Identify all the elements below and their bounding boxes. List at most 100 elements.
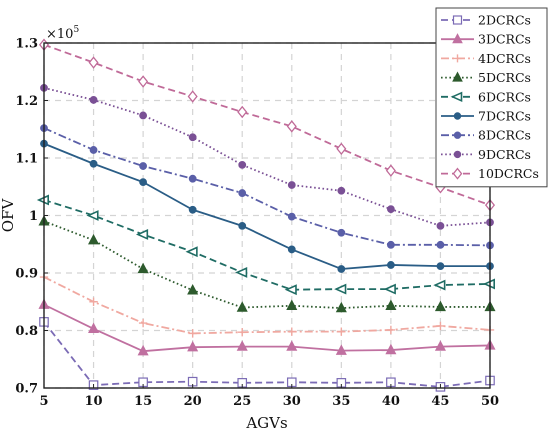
data-point — [188, 133, 197, 142]
series-3DCRCs — [38, 298, 496, 356]
y-axis-label: OFV — [0, 198, 17, 233]
legend-label: 4DCRCs — [478, 51, 531, 66]
legend-marker — [453, 131, 462, 139]
series-line — [43, 321, 491, 388]
x-tick-label: 50 — [481, 394, 499, 409]
x-tick-label: 40 — [382, 394, 400, 409]
data-point — [187, 90, 198, 103]
series-line — [43, 127, 491, 247]
x-tick-label: 10 — [85, 394, 103, 409]
data-point — [88, 322, 100, 333]
legend-item: 4DCRCs — [441, 51, 531, 66]
legend-item: 7DCRCs — [441, 109, 531, 124]
data-point — [139, 111, 148, 120]
legend-marker — [452, 15, 463, 25]
data-point — [337, 228, 346, 237]
data-point — [287, 181, 296, 189]
data-point — [286, 340, 298, 351]
legend-marker — [453, 150, 462, 159]
data-point — [89, 146, 98, 154]
legend-label: 10DCRCs — [478, 166, 539, 181]
legend-item: 2DCRCs — [441, 13, 531, 28]
data-point — [385, 299, 397, 310]
data-point — [139, 178, 148, 187]
series-line — [43, 199, 491, 291]
legend-item: 8DCRCs — [441, 128, 531, 143]
data-point — [138, 318, 148, 328]
y-tick-label: 0.8 — [15, 324, 38, 339]
data-point — [137, 344, 149, 356]
data-point — [286, 299, 298, 310]
data-point — [237, 105, 248, 119]
data-point — [386, 261, 395, 269]
data-point — [336, 142, 347, 156]
data-point — [89, 297, 98, 306]
data-point — [89, 159, 98, 168]
data-point — [337, 327, 346, 336]
x-tick-label: 30 — [283, 394, 301, 409]
data-point — [334, 283, 347, 295]
data-point — [287, 212, 296, 221]
data-point — [433, 279, 446, 291]
data-point — [434, 340, 446, 351]
x-axis-label: AGVs — [245, 414, 287, 432]
legend: 2DCRCs 3DCRCs 4DCRCs 5DCRCs 6DCRCs 7DCRCs 8DCR… — [435, 7, 548, 188]
legend-marker — [450, 91, 463, 103]
data-point — [187, 340, 199, 352]
series-line — [43, 303, 491, 353]
data-point — [238, 221, 247, 230]
series-6DCRCs — [36, 194, 496, 296]
data-point — [236, 301, 248, 312]
data-point — [287, 327, 296, 336]
y-tick-label: 1.2 — [15, 94, 38, 109]
x-tick-label: 45 — [431, 394, 449, 409]
series-line — [43, 43, 491, 206]
data-point — [337, 186, 346, 195]
data-point — [238, 328, 247, 337]
data-point — [386, 205, 395, 214]
data-point — [188, 329, 197, 338]
data-point — [139, 162, 148, 170]
legend-item: 5DCRCs — [441, 70, 531, 85]
data-point — [187, 283, 199, 295]
data-point — [135, 229, 149, 240]
series-line — [43, 142, 490, 270]
legend-item: 6DCRCs — [441, 89, 531, 104]
legend-marker — [453, 112, 462, 120]
data-point — [188, 174, 197, 183]
data-point — [335, 344, 347, 355]
data-point — [235, 266, 248, 278]
data-point — [286, 120, 297, 133]
data-point — [86, 210, 99, 221]
y-tick-label: 0.7 — [15, 382, 38, 397]
x-tick-label: 25 — [233, 394, 251, 409]
data-point — [436, 321, 445, 331]
legend-label: 2DCRCs — [478, 13, 531, 28]
series-4DCRCs — [39, 272, 495, 338]
legend-label: 3DCRCs — [478, 32, 531, 47]
x-tick-label: 15 — [134, 394, 152, 409]
data-point — [88, 56, 99, 69]
data-point — [383, 283, 396, 295]
series-layer — [36, 38, 496, 392]
series-line — [43, 86, 491, 227]
data-point — [138, 75, 149, 88]
legend-marker — [453, 54, 462, 63]
data-point — [89, 96, 98, 104]
x-tick-label: 35 — [332, 394, 350, 409]
data-point — [188, 205, 197, 214]
series-9DCRCs — [40, 83, 494, 230]
x-tick-label: 5 — [39, 394, 48, 409]
data-point — [236, 340, 248, 351]
legend-item: 9DCRCs — [441, 147, 531, 162]
data-point — [284, 284, 297, 296]
data-point — [436, 262, 445, 271]
data-point — [137, 262, 149, 274]
data-point — [386, 240, 395, 249]
legend-marker — [452, 167, 463, 180]
legend-label: 5DCRCs — [478, 70, 531, 85]
y-tick-label: 1 — [29, 209, 38, 224]
data-point — [238, 189, 247, 197]
series-2DCRCs — [39, 317, 495, 392]
